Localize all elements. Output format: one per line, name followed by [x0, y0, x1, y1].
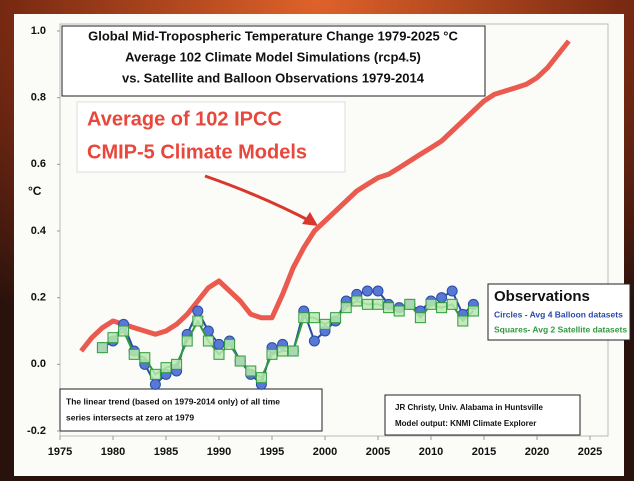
note: series intersects at zero at 1979	[66, 412, 194, 422]
satellite-point	[373, 299, 383, 309]
y-tick-label: 0.0	[31, 358, 46, 370]
balloon-point	[447, 286, 457, 296]
satellite-point	[437, 303, 447, 313]
balloon-point	[362, 286, 372, 296]
x-tick-label: 1975	[48, 446, 72, 458]
satellite-point	[405, 299, 415, 309]
x-tick-label: 2010	[419, 446, 443, 458]
satellite-point	[458, 316, 468, 326]
title-line: Global Mid-Tropospheric Temperature Chan…	[88, 28, 458, 43]
y-tick-label: -0.2	[27, 425, 46, 437]
satellite-point	[394, 306, 404, 316]
chart: Global Mid-Tropospheric Temperature Chan…	[0, 0, 634, 481]
x-tick-label: 2015	[472, 446, 496, 458]
title-line: vs. Satellite and Balloon Observations 1…	[122, 70, 425, 85]
satellite-point	[225, 339, 235, 349]
y-tick-label: 0.4	[31, 225, 47, 237]
y-tick-label: 0.8	[31, 92, 46, 104]
satellite-point	[193, 316, 203, 326]
legend-title: Observations	[494, 288, 590, 305]
satellite-point	[256, 373, 266, 383]
balloon-point	[309, 336, 319, 346]
satellite-point	[97, 343, 107, 353]
satellite-point	[331, 313, 341, 323]
satellite-point	[278, 346, 288, 356]
satellite-point	[235, 356, 245, 366]
satellite-point	[108, 333, 118, 343]
satellite-point	[267, 349, 277, 359]
satellite-point	[415, 313, 425, 323]
x-tick-label: 2025	[578, 446, 602, 458]
satellite-point	[468, 306, 478, 316]
credit-box	[385, 395, 580, 435]
satellite-point	[426, 299, 436, 309]
credit: JR Christy, Univ. Alabama in Huntsville	[395, 403, 543, 412]
x-tick-label: 1980	[101, 446, 125, 458]
page: {"chart_data": { "type": "line", "title_…	[0, 0, 634, 481]
satellite-point	[362, 299, 372, 309]
x-tick-label: 1995	[260, 446, 284, 458]
satellite-point	[246, 366, 256, 376]
satellite-point	[172, 359, 182, 369]
balloon-point	[214, 339, 224, 349]
satellite-point	[129, 349, 139, 359]
satellite-point	[182, 336, 192, 346]
balloon-point	[150, 379, 160, 389]
x-tick-label: 2000	[313, 446, 337, 458]
satellite-point	[140, 353, 150, 363]
x-tick-label: 2005	[366, 446, 390, 458]
y-tick-label: 0.6	[31, 158, 46, 170]
legend-entry: Circles - Avg 4 Balloon datasets	[494, 309, 623, 319]
y-axis-label: °C	[28, 184, 42, 198]
balloon-point	[373, 286, 383, 296]
legend-entry: Squares- Avg 2 Satellite datasets	[494, 324, 627, 334]
x-tick-label: 1985	[154, 446, 178, 458]
y-tick-label: 1.0	[31, 25, 46, 37]
balloon-point	[437, 293, 447, 303]
balloon-point	[193, 306, 203, 316]
title-line: Average 102 Climate Model Simulations (r…	[125, 49, 421, 64]
credit: Model output: KNMI Climate Explorer	[395, 419, 536, 428]
satellite-point	[119, 326, 129, 336]
satellite-point	[384, 303, 394, 313]
satellite-point	[299, 313, 309, 323]
satellite-point	[288, 346, 298, 356]
satellite-point	[320, 319, 330, 329]
y-tick-label: 0.2	[31, 292, 46, 304]
model-label: Average of 102 IPCC	[87, 108, 282, 130]
satellite-point	[341, 303, 351, 313]
model-label: CMIP-5 Climate Models	[87, 141, 307, 163]
satellite-point	[150, 369, 160, 379]
satellite-point	[447, 299, 457, 309]
x-tick-label: 1990	[207, 446, 231, 458]
satellite-point	[161, 363, 171, 373]
satellite-point	[214, 349, 224, 359]
x-tick-label: 2020	[525, 446, 549, 458]
satellite-point	[352, 296, 362, 306]
satellite-point	[309, 313, 319, 323]
note: The linear trend (based on 1979-2014 onl…	[66, 396, 280, 406]
satellite-point	[203, 336, 213, 346]
